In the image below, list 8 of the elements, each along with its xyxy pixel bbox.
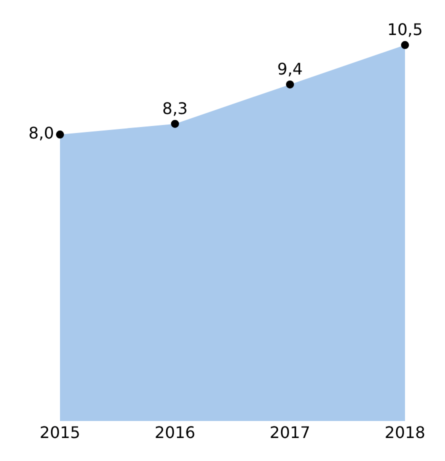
x-tick-label: 2018 — [384, 423, 426, 442]
data-label: 8,0 — [28, 124, 54, 143]
data-label: 9,4 — [277, 59, 303, 78]
data-label: 10,5 — [387, 20, 423, 40]
x-tick-label: 2016 — [154, 423, 196, 442]
x-tick-label: 2017 — [270, 423, 310, 442]
data-label: 8,3 — [162, 98, 188, 118]
x-tick-label: 2015 — [40, 423, 80, 442]
